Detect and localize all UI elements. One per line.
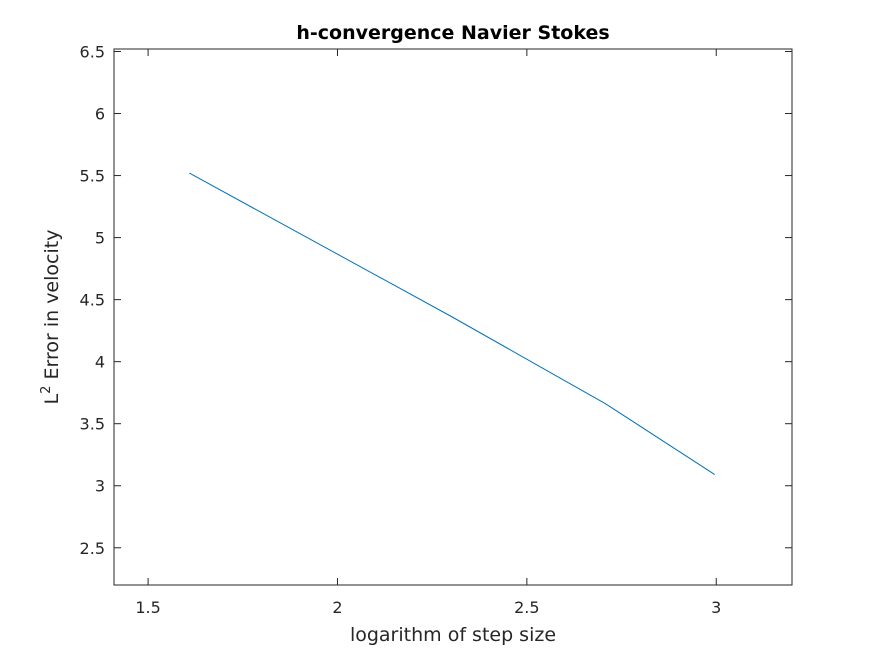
y-tick-label: 4.5 [80,291,105,310]
y-tick-label: 3.5 [80,415,105,434]
x-tick-label: 1.5 [135,598,160,617]
y-tick-label: 4 [95,353,105,372]
y-tick-label: 5 [95,229,105,248]
plot-area [113,48,793,586]
x-tick-label: 2 [332,598,342,617]
y-tick-label: 2.5 [80,539,105,558]
x-axis: 1.5 2 2.5 3 [135,49,721,617]
x-tick-label: 3 [711,598,721,617]
y-tick-label: 6 [95,105,105,124]
x-tick-label: 2.5 [514,598,539,617]
y-tick-label: 3 [95,477,105,496]
y-axis-title: L2 Error in velocity [39,230,63,405]
y-axis-title-suffix: Error in velocity [41,230,63,386]
y-axis: 2.5 3 3.5 4 4.5 5 5.5 6 6.5 [80,42,792,558]
y-tick-label: 6.5 [80,42,105,61]
y-axis-title-superscript: 2 [39,386,54,394]
series-group [189,172,716,475]
y-tick-label: 5.5 [80,167,105,186]
x-axis-title: logarithm of step size [350,624,556,646]
y-axis-title-prefix: L [41,393,63,404]
series-line [189,172,716,475]
chart-title: h-convergence Navier Stokes [296,22,609,44]
